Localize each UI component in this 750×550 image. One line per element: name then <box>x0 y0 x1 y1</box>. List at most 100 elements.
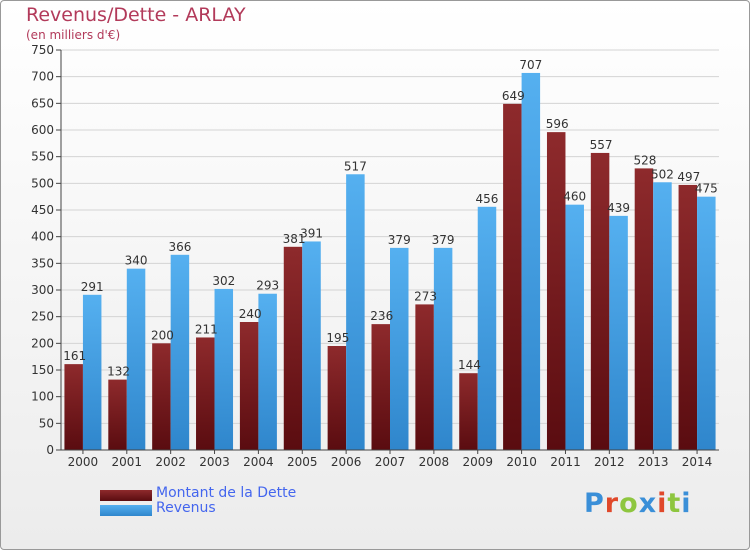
x-tick-label: 2014 <box>682 455 713 469</box>
y-tick-label: 100 <box>31 390 54 404</box>
data-label: 439 <box>607 201 630 215</box>
logo-letter: r <box>604 488 620 519</box>
data-label: 557 <box>590 138 613 152</box>
y-tick-label: 200 <box>31 336 54 350</box>
bar-dette <box>64 364 83 450</box>
bar-dette <box>590 152 610 450</box>
logo-letter: o <box>619 488 639 519</box>
chart-title: Revenus/Dette - ARLAY <box>26 4 246 26</box>
y-tick-label: 250 <box>31 310 54 324</box>
data-label: 502 <box>651 167 674 181</box>
chart-subtitle: (en milliers d'€) <box>26 28 121 42</box>
data-label: 379 <box>388 233 411 247</box>
data-label: 497 <box>677 170 700 184</box>
y-tick-label: 750 <box>31 43 54 57</box>
data-label: 456 <box>476 192 499 206</box>
y-tick-label: 150 <box>31 363 54 377</box>
x-tick-label: 2008 <box>419 455 450 469</box>
legend-swatch-revenus <box>100 505 152 516</box>
x-axis-ticks: 2000 2001 2002 2003 2004 2005 2006 2007 2008 2009… <box>68 450 713 469</box>
y-tick-label: 500 <box>31 176 54 190</box>
bar-dette <box>152 343 171 450</box>
logo-letter: x <box>638 488 658 519</box>
y-tick-label: 550 <box>31 150 54 164</box>
bar-revenus <box>697 196 716 450</box>
y-axis-ticks: 0 50 100 150 200 250 300 350 400 450 500 550 600 650 7… <box>31 43 61 457</box>
data-label: 528 <box>633 153 656 167</box>
bar-revenus <box>126 268 146 450</box>
bar-dette <box>108 379 127 450</box>
data-label: 649 <box>502 89 525 103</box>
data-label: 291 <box>81 280 104 294</box>
x-tick-label: 2002 <box>155 455 186 469</box>
bar-dette <box>678 184 698 450</box>
bar-dette <box>196 337 215 450</box>
x-tick-label: 2011 <box>550 455 581 469</box>
data-label: 302 <box>212 274 235 288</box>
bar-revenus <box>170 254 190 450</box>
legend-swatch-dette <box>100 490 152 501</box>
data-label: 707 <box>519 58 542 72</box>
y-tick-label: 600 <box>31 123 54 137</box>
bar-revenus <box>609 215 628 450</box>
x-tick-label: 2010 <box>506 455 537 469</box>
y-tick-label: 450 <box>31 203 54 217</box>
y-tick-label: 50 <box>39 416 54 430</box>
bar-revenus <box>565 204 584 450</box>
data-label: 144 <box>458 358 481 372</box>
y-tick-label: 0 <box>46 443 54 457</box>
data-label: 517 <box>344 159 367 173</box>
data-label: 273 <box>414 289 437 303</box>
data-label: 391 <box>300 226 323 240</box>
x-tick-label: 2005 <box>287 455 318 469</box>
bar-dette <box>415 304 434 450</box>
bar-revenus <box>214 288 234 450</box>
data-label: 240 <box>239 307 262 321</box>
x-tick-label: 2001 <box>112 455 143 469</box>
y-tick-label: 650 <box>31 96 54 110</box>
bar-dette <box>634 168 654 450</box>
x-tick-label: 2009 <box>462 455 493 469</box>
data-label: 195 <box>326 331 349 345</box>
data-label: 211 <box>195 322 218 336</box>
data-label: 132 <box>107 365 130 379</box>
logo-letter: P <box>584 488 605 519</box>
x-tick-label: 2000 <box>68 455 99 469</box>
data-label: 161 <box>63 349 86 363</box>
data-label: 340 <box>125 254 148 268</box>
data-label: 460 <box>563 190 586 204</box>
bar-revenus <box>653 182 672 450</box>
bars <box>64 72 716 450</box>
bar-dette <box>327 346 347 450</box>
bar-dette <box>239 322 259 450</box>
data-label: 236 <box>370 309 393 323</box>
bar-revenus <box>521 72 541 450</box>
proxiti-logo: Proxiti <box>584 488 692 519</box>
legend-label-revenus: Revenus <box>156 500 216 516</box>
bar-revenus <box>82 294 102 450</box>
bar-dette <box>459 373 478 450</box>
data-label: 381 <box>283 232 306 246</box>
bar-dette <box>371 324 390 450</box>
logo-letter: i <box>657 488 668 519</box>
bar-dette <box>546 132 566 450</box>
x-tick-label: 2003 <box>199 455 230 469</box>
bar-dette <box>283 246 303 450</box>
data-label: 596 <box>546 117 569 131</box>
bar-revenus <box>302 241 321 450</box>
x-tick-label: 2007 <box>375 455 406 469</box>
y-tick-label: 300 <box>31 283 54 297</box>
bar-revenus <box>433 247 453 450</box>
bar-dette <box>503 103 522 450</box>
x-tick-label: 2013 <box>638 455 669 469</box>
bar-revenus <box>477 206 497 450</box>
data-label: 366 <box>168 240 191 254</box>
bar-revenus <box>258 293 277 450</box>
y-tick-label: 700 <box>31 70 54 84</box>
x-tick-label: 2012 <box>594 455 625 469</box>
y-tick-label: 400 <box>31 230 54 244</box>
bar-revenus <box>346 174 365 450</box>
x-tick-label: 2004 <box>243 455 274 469</box>
